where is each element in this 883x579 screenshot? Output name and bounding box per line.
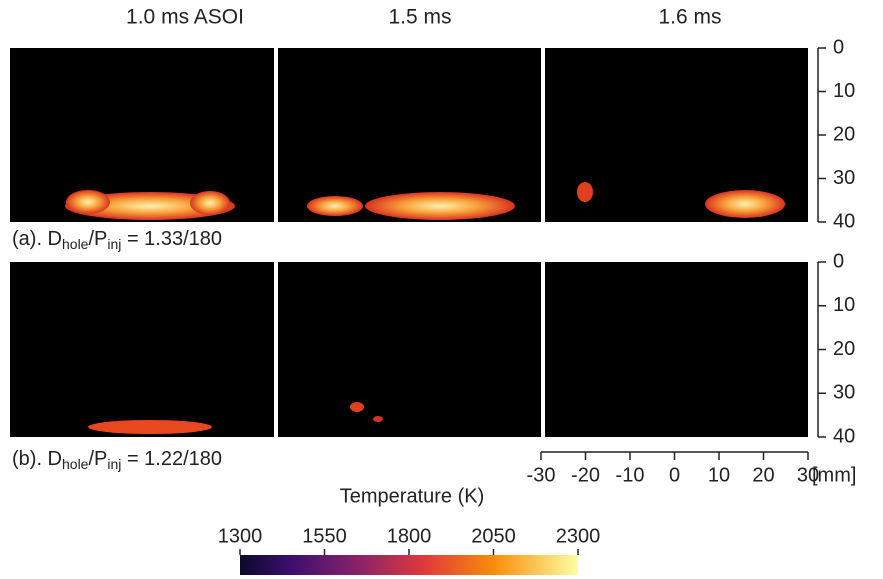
x-tick-label: 20 bbox=[752, 464, 774, 486]
label-part: /P bbox=[88, 228, 107, 250]
colorbar bbox=[240, 555, 578, 575]
x-tick-label: 0 bbox=[669, 464, 680, 486]
label-subscript: hole bbox=[62, 236, 89, 252]
flame-region bbox=[307, 196, 363, 216]
colorbar-tick-label: 1550 bbox=[302, 525, 347, 547]
label-part: (a). D bbox=[12, 228, 62, 250]
y-tick-label: 0 bbox=[833, 36, 844, 58]
image-panels bbox=[10, 48, 808, 437]
row-label: (a). Dhole/Pinj = 1.33/180 bbox=[12, 228, 222, 251]
colorbar-tick-label: 2300 bbox=[556, 525, 601, 547]
colorbar-tick-label: 2050 bbox=[471, 525, 516, 547]
y-tick-label: 10 bbox=[833, 80, 855, 102]
image-panel bbox=[10, 262, 274, 437]
x-tick-label: 10 bbox=[708, 464, 730, 486]
x-tick-label: 30 bbox=[797, 464, 819, 486]
flame-region bbox=[66, 190, 110, 214]
image-panel bbox=[545, 262, 808, 437]
y-tick-label: 20 bbox=[833, 123, 855, 145]
y-tick-label: 40 bbox=[833, 425, 855, 447]
x-tick-label: -30 bbox=[527, 464, 556, 486]
flame-region bbox=[350, 402, 364, 412]
flame-region bbox=[190, 191, 230, 215]
y-tick-label: 20 bbox=[833, 338, 855, 360]
label-subscript: inj bbox=[107, 236, 121, 252]
y-tick-label: 40 bbox=[833, 210, 855, 232]
label-part: = 1.33/180 bbox=[121, 228, 222, 250]
y-tick-label: 10 bbox=[833, 294, 855, 316]
colorbar-tick-label: 1800 bbox=[387, 525, 432, 547]
label-part: (b). D bbox=[12, 448, 62, 470]
x-axis-unit: [mm] bbox=[812, 464, 856, 486]
flame-region bbox=[577, 182, 593, 202]
x-tick-label: -10 bbox=[616, 464, 645, 486]
column-title: 1.5 ms bbox=[388, 6, 451, 29]
image-panel bbox=[278, 262, 541, 437]
y-tick-label: 30 bbox=[833, 167, 855, 189]
flame-region bbox=[373, 416, 383, 422]
label-part: = 1.22/180 bbox=[121, 448, 222, 470]
y-tick-label: 0 bbox=[833, 250, 844, 272]
label-part: /P bbox=[88, 448, 107, 470]
column-title: 1.6 ms bbox=[658, 6, 721, 29]
image-panel bbox=[278, 48, 541, 222]
y-tick-label: 30 bbox=[833, 382, 855, 404]
flame-region bbox=[88, 420, 212, 434]
row-label: (b). Dhole/Pinj = 1.22/180 bbox=[12, 448, 222, 471]
label-subscript: hole bbox=[62, 456, 89, 472]
colorbar-tick-label: 1300 bbox=[218, 525, 263, 547]
colorbar-title: Temperature (K) bbox=[340, 485, 485, 507]
column-title: 1.0 ms ASOI bbox=[126, 6, 244, 29]
x-tick-label: -20 bbox=[571, 464, 600, 486]
flame-region bbox=[705, 190, 785, 218]
flame-region bbox=[365, 192, 515, 220]
label-subscript: inj bbox=[107, 456, 121, 472]
